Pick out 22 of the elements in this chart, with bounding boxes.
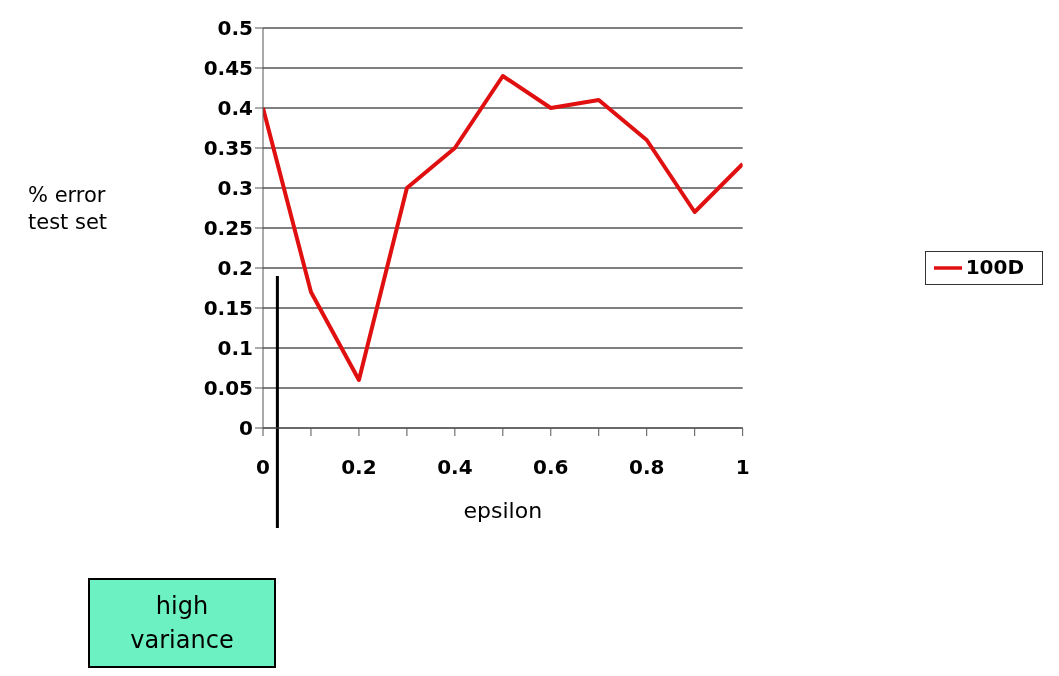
y-tick-label: 0.45 xyxy=(203,56,253,81)
y-tick-label: 0.2 xyxy=(217,256,253,281)
x-axis-title: epsilon xyxy=(463,498,543,523)
y-tick-label: 0.3 xyxy=(217,176,253,201)
y-axis-title: % error test set xyxy=(28,182,109,236)
x-tick-label: 0.4 xyxy=(437,455,473,480)
y-tick-label: 0.4 xyxy=(217,96,253,121)
y-tick-label: 0.05 xyxy=(203,376,253,401)
x-tick-label: 0 xyxy=(256,455,270,480)
legend-label: 100D xyxy=(965,254,1024,279)
x-tick-label: 1 xyxy=(735,455,750,480)
callout: high variance xyxy=(88,578,276,668)
y-tick-label: 0 xyxy=(239,416,253,441)
y-tick-label: 0.1 xyxy=(217,336,253,361)
y-tick-label: 0.15 xyxy=(203,296,253,321)
x-tick-label: 0.8 xyxy=(628,455,665,480)
x-tick-label: 0.2 xyxy=(341,455,377,480)
y-tick-label: 0.5 xyxy=(217,16,253,41)
x-tick-label: 0.6 xyxy=(533,455,569,480)
ref-line-label: high variance xyxy=(129,591,235,656)
y-tick-label: 0.25 xyxy=(203,216,253,241)
y-tick-label: 0.35 xyxy=(203,136,253,161)
